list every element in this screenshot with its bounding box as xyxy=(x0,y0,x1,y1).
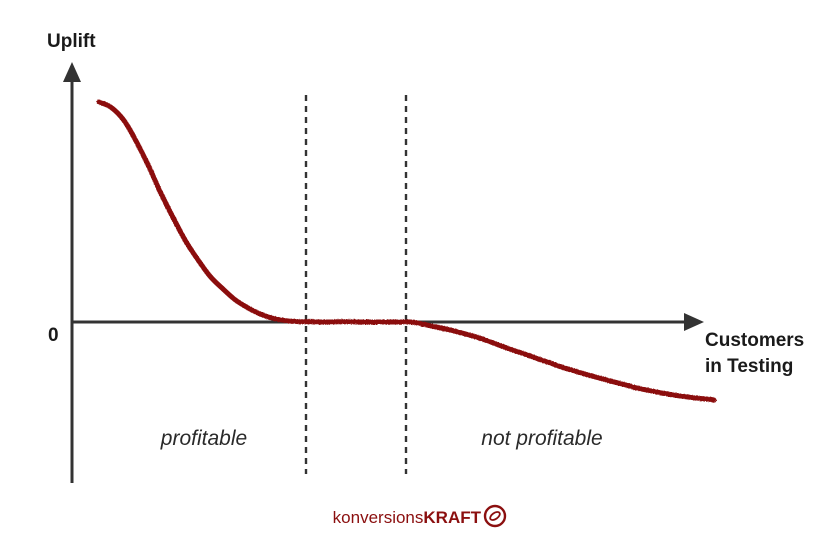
region-label-profitable: profitable xyxy=(160,427,247,450)
x-axis-arrow xyxy=(684,313,704,331)
x-axis-title-line2: in Testing xyxy=(705,356,793,377)
region-dividers xyxy=(304,95,408,474)
brand-wordmark: konversionsKRAFT xyxy=(333,508,482,527)
y-tick-label: 0 xyxy=(48,325,59,346)
region-label-not-profitable: not profitable xyxy=(481,427,602,450)
x-axis-title-line1: Customers xyxy=(705,330,804,351)
brand-light: konversions xyxy=(333,508,424,527)
brand-logo: konversionsKRAFT xyxy=(333,504,507,528)
brand-mark-icon xyxy=(483,504,507,528)
y-axis-title: Uplift xyxy=(47,31,96,52)
series-line-1 xyxy=(96,99,717,403)
y-axis-arrow xyxy=(63,62,81,82)
series-layer xyxy=(96,99,717,403)
brand-bold: KRAFT xyxy=(423,508,481,527)
